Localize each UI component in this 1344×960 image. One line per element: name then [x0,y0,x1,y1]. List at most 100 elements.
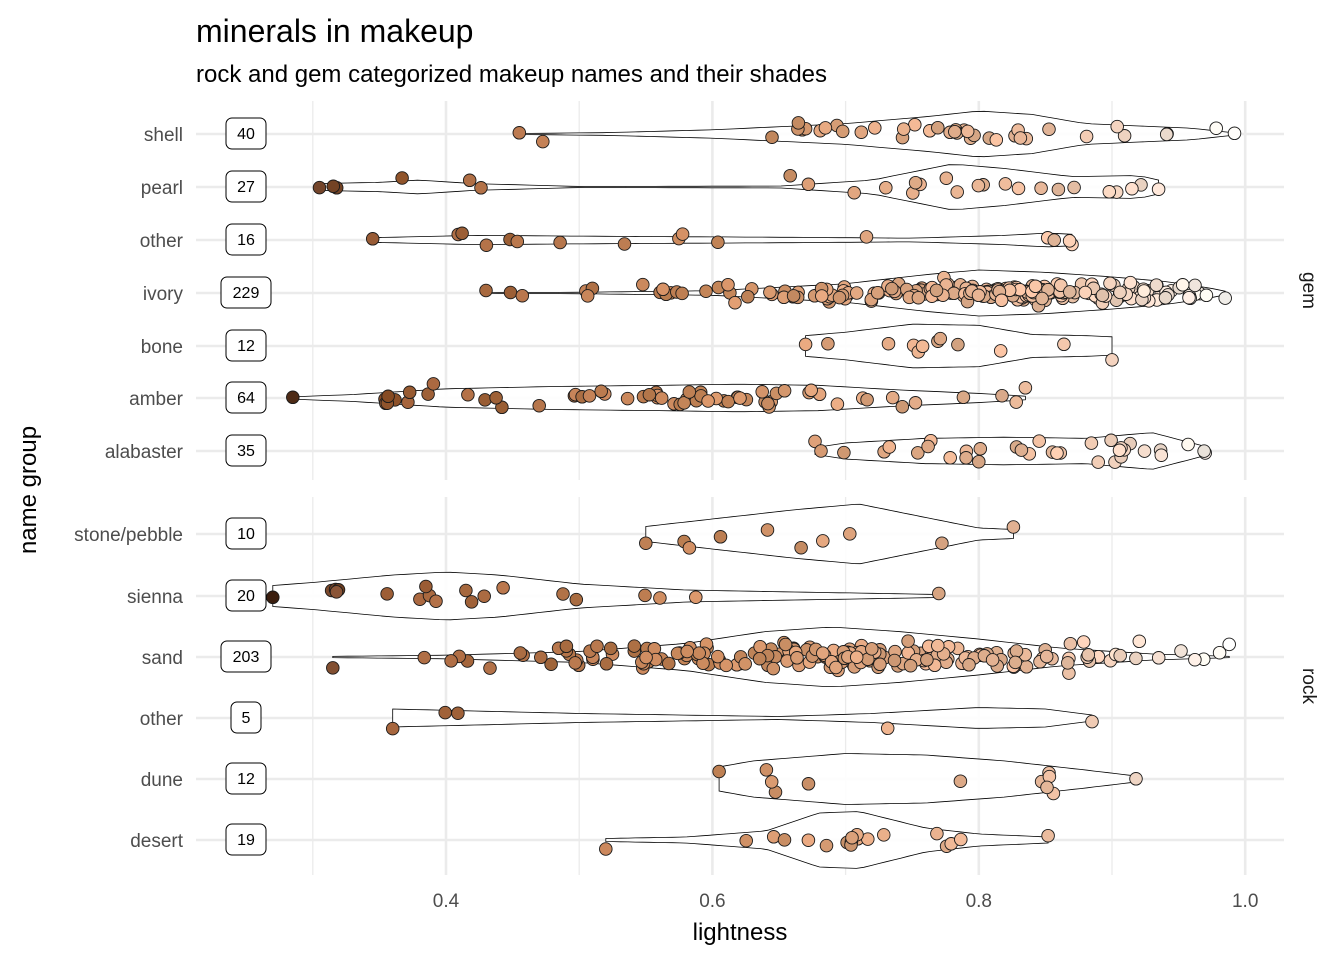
data-point [1197,444,1211,458]
count-box [225,517,267,550]
data-point [553,235,567,250]
data-point [1081,648,1096,662]
data-point [951,337,965,352]
data-point [662,656,676,671]
data-point [556,587,570,601]
data-point [532,398,546,413]
x-tick-label: 0.8 [966,891,992,912]
data-point [921,439,935,454]
data-point [895,399,910,414]
data-point [1102,185,1117,199]
data-point [1054,278,1068,293]
data-point [959,451,973,465]
data-point [477,589,491,603]
data-point [801,177,816,192]
y-tick-label: amber [129,389,184,410]
data-point [1158,291,1173,305]
data-point [1063,636,1078,651]
data-point [786,289,801,303]
count-box [225,117,267,150]
data-point [483,661,497,675]
data-point [777,384,792,398]
data-point [1047,233,1061,247]
data-point [459,583,473,598]
data-point [920,653,934,667]
data-point [479,238,494,252]
data-point [760,523,775,537]
x-tick-label: 1.0 [1232,891,1258,912]
data-point [815,289,829,303]
data-point [1129,651,1143,666]
data-point [1091,455,1105,469]
data-point [677,396,691,410]
data-point [642,387,657,402]
data-point [877,828,891,842]
data-point [713,530,728,544]
data-point [1039,649,1054,664]
violin-rock-other [392,707,1093,729]
x-tick-label: 0.6 [699,891,725,912]
data-point [1181,437,1195,452]
data-point [654,391,669,405]
data-point [755,385,769,399]
data-point [778,637,793,652]
violin-rock-dune [718,753,1137,805]
x-axis-title: lightness [693,919,788,946]
data-point [312,180,327,195]
data-point [1041,828,1055,843]
data-point [1062,234,1077,248]
data-point [881,336,896,351]
data-point [636,277,650,292]
data-point [930,826,944,841]
count-label: 19 [237,832,255,849]
data-point [766,661,781,676]
data-point [692,646,706,660]
data-point [701,394,715,408]
data-point [763,285,777,300]
count-box [225,381,267,414]
data-point [998,177,1013,191]
data-point [994,293,1009,308]
data-point [1175,278,1190,292]
data-point [638,588,652,603]
data-point [1159,127,1174,142]
data-point [908,396,923,410]
count-label: 20 [237,588,255,605]
y-tick-label: sienna [127,587,183,608]
data-point [759,763,774,777]
data-point [901,634,915,648]
data-point [943,451,957,465]
data-point [1076,635,1091,649]
count-box [225,329,267,362]
y-tick-label: other [140,709,184,730]
data-point [719,658,733,673]
count-label: 40 [237,126,255,143]
data-point [711,235,725,249]
data-point [479,283,493,298]
data-point [1151,182,1166,196]
points-layer [266,116,1242,856]
data-point [1209,121,1223,135]
data-point [721,394,735,409]
data-point [915,339,930,354]
data-point [933,331,948,346]
data-point [627,639,642,653]
data-point [764,775,779,789]
data-point [489,391,503,405]
data-point [794,540,808,555]
data-point [908,175,923,190]
data-point [971,178,986,193]
data-point [721,277,735,292]
count-box [225,223,267,256]
data-point [682,541,697,555]
data-point [911,446,925,460]
data-point [993,344,1008,358]
count-label: 5 [242,710,251,727]
data-point [865,642,879,656]
data-point [818,121,833,135]
data-point [816,534,830,548]
data-point [777,833,792,847]
data-point [847,185,861,200]
data-point [879,180,893,195]
data-point [385,721,400,736]
